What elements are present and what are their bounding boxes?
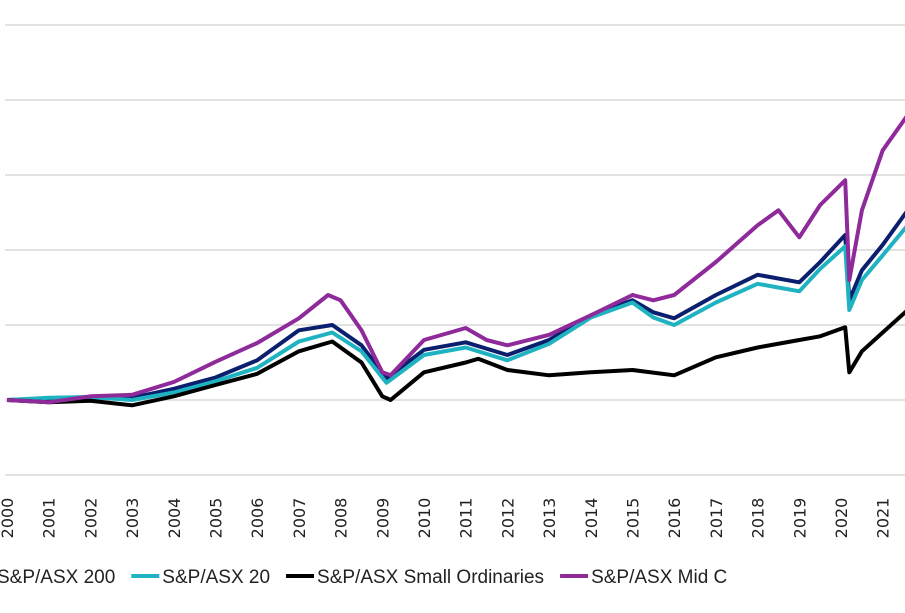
x-tick-label: 2008: [332, 498, 351, 539]
x-tick-label: 2009: [373, 498, 392, 539]
x-tick-label: 2004: [165, 498, 184, 539]
x-tick-label: 2019: [790, 498, 809, 539]
x-tick-label: 2005: [207, 498, 226, 539]
x-tick-label: 2021: [874, 498, 893, 539]
x-tick-label: 2000: [0, 498, 17, 539]
x-tick-label: 2010: [415, 498, 434, 539]
x-tick-label: 2016: [665, 498, 684, 539]
x-tick-label: 2013: [540, 498, 559, 539]
x-tick-label: 2011: [457, 498, 476, 539]
x-tick-label: 2002: [81, 498, 100, 539]
legend: S&P/ASX 200 S&P/ASX 20 S&P/ASX Small Ordin…: [0, 567, 727, 588]
legend-label: S&P/ASX 200: [0, 567, 115, 588]
series-line-0: [6, 210, 905, 402]
x-tick-label: 2020: [832, 498, 851, 539]
x-tick-label: 2017: [707, 498, 726, 539]
x-tick-label: 2003: [123, 498, 142, 539]
x-axis-ticks: 2000 2001 2002 2003 2004 2005 2006 2007 2008 2009…: [0, 498, 893, 539]
series-line-2: [6, 309, 905, 408]
x-tick-label: 2014: [582, 498, 601, 539]
x-tick-label: 2018: [749, 498, 768, 539]
series-line-1: [6, 225, 905, 402]
legend-label: S&P/ASX Mid C: [591, 567, 727, 588]
series-lines: [6, 115, 905, 408]
gridlines: [5, 24, 905, 476]
x-tick-label: 2012: [498, 498, 517, 539]
legend-label: S&P/ASX 20: [162, 567, 270, 588]
x-tick-label: 2007: [290, 498, 309, 539]
legend-label: S&P/ASX Small Ordinaries: [317, 567, 544, 588]
x-tick-label: 2001: [40, 498, 59, 539]
x-tick-label: 2015: [624, 498, 643, 539]
x-tick-label: 2006: [248, 498, 267, 539]
series-line-3: [6, 115, 905, 405]
